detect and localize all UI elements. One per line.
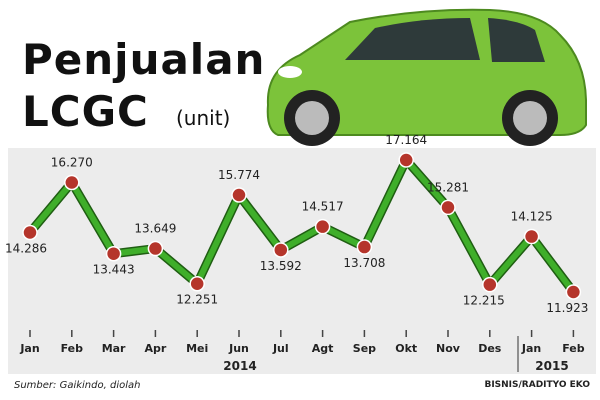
x-tick-label: Sep [353,342,376,355]
chart-background [8,148,596,374]
year-label: 2014 [223,359,256,373]
marker [440,199,456,216]
x-tick-label: Nov [436,342,461,355]
credit: BISNIS/RADITYO EKO [484,380,590,390]
x-tick-label: Agt [312,342,334,355]
data-label: 14.125 [511,210,553,224]
marker [22,224,38,241]
x-tick-label: Jan [19,342,39,355]
x-tick-label: Des [478,342,502,355]
x-tick-label: Feb [562,342,585,355]
data-label: 15.281 [427,180,469,194]
x-tick-label: Jan [521,342,541,355]
data-label: 17.164 [385,133,427,147]
data-label: 13.443 [93,263,135,277]
marker [482,276,498,293]
x-tick-label: Jun [228,342,249,355]
x-tick-label: Jul [272,342,289,355]
data-label: 14.286 [5,241,47,255]
data-label: 13.708 [343,256,385,270]
data-label: 11.923 [546,301,588,315]
marker [189,275,205,292]
year-label: 2015 [535,359,568,373]
x-tick-label: Feb [61,342,84,355]
unit-label: (unit) [176,106,231,130]
marker [314,218,331,235]
data-label: 14.517 [302,200,344,214]
marker [523,228,540,245]
marker [231,187,247,203]
marker [565,284,582,300]
x-tick-label: Apr [144,342,166,355]
marker [398,152,414,168]
x-tick-label: Okt [395,342,417,355]
data-label: 12.251 [176,293,218,307]
x-tick-label: Mar [102,342,126,355]
data-label: 16.270 [51,156,93,170]
data-label: 12.215 [463,294,505,308]
marker [105,245,122,262]
source: Sumber: Gaikindo, diolah [14,380,141,391]
car [266,8,587,146]
chart-title: Penjualan LCGC [22,35,266,136]
marker [64,174,80,191]
data-label: 15.774 [218,168,260,182]
marker [147,240,164,257]
marker [356,239,373,255]
data-label: 13.649 [134,222,176,236]
data-label: 13.592 [260,259,302,273]
marker [273,242,289,258]
x-tick-label: Mei [186,342,208,355]
